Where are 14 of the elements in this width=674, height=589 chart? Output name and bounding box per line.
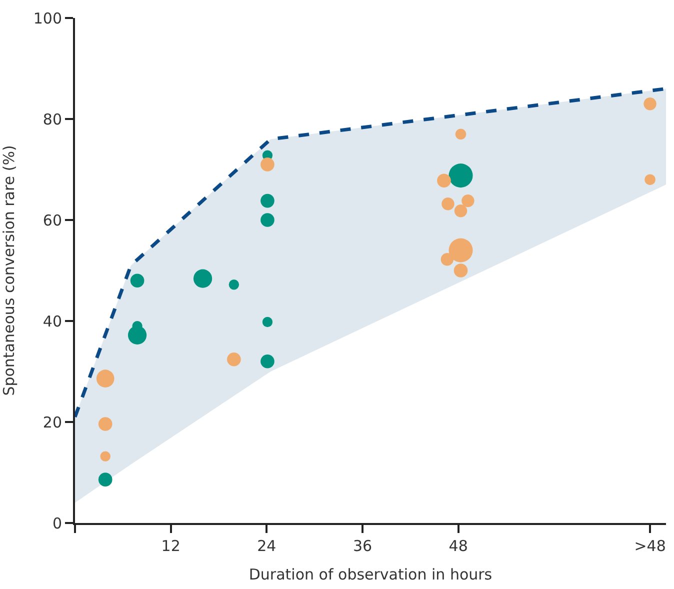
line-series [75,86,666,419]
y-tick-label: 0 [52,514,62,532]
x-axis-title: Duration of observation in hours [248,566,492,584]
x-tick-label: 48 [448,537,468,555]
y-tick-label: 60 [42,211,62,230]
x-tick-label: >48 [634,537,666,555]
x-tick-label: 36 [352,537,372,555]
x-tick-label: 24 [257,537,276,555]
y-axis-title: Spontaneous conversion rare (%) [0,145,18,396]
y-tick-label: 80 [42,110,62,128]
x-tick-label: 12 [161,537,180,555]
y-tick-label: 100 [33,9,62,28]
y-tick-label: 20 [42,413,62,432]
y-tick-label: 40 [42,312,62,330]
